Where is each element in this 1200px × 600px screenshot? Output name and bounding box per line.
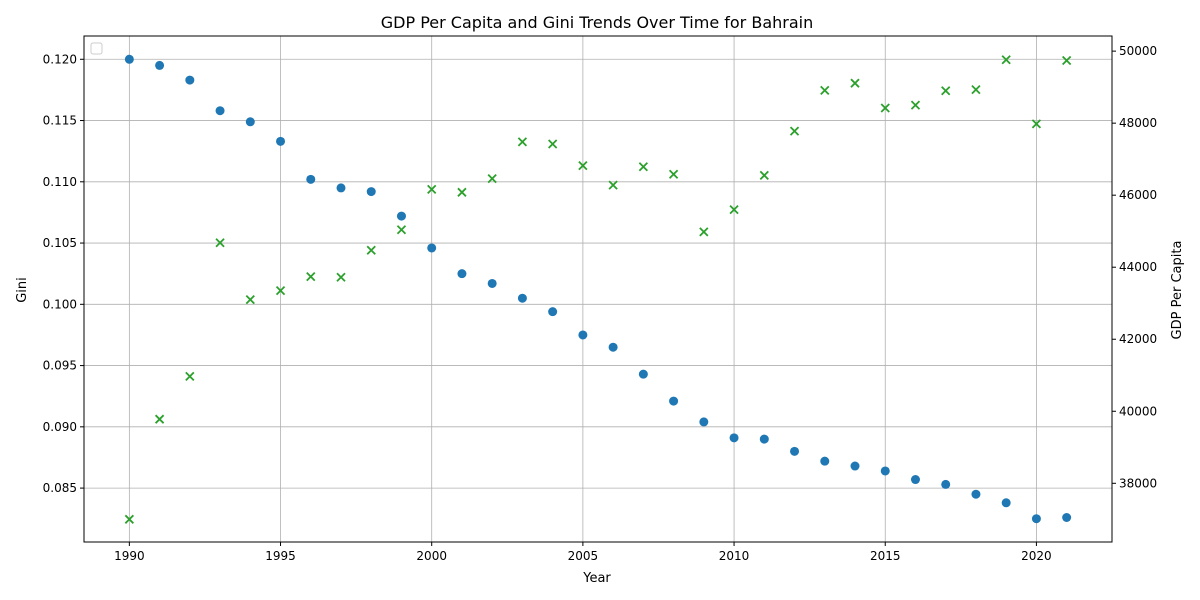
gdp-point [729, 204, 739, 215]
x-tick-label: 2005 [568, 549, 599, 563]
right-tick-label: 38000 [1119, 476, 1157, 490]
gridlines [84, 36, 1112, 542]
legend-box [90, 42, 103, 55]
right-tick-label: 46000 [1119, 188, 1157, 202]
gini-point [336, 183, 346, 193]
x-axis-ticks: 1990 1995 2000 2005 2010 2015 2020 [114, 542, 1052, 563]
x-axis-label: Year [582, 571, 611, 586]
gini-point [1001, 498, 1011, 508]
gini-point [245, 117, 255, 127]
gdp-point [124, 514, 134, 524]
gdp-point [941, 86, 951, 96]
left-tick-label: 0.105 [43, 236, 77, 250]
gini-point [487, 278, 497, 288]
gdp-point [306, 271, 316, 282]
right-tick-label: 50000 [1119, 44, 1157, 58]
series-gdp [124, 55, 1072, 524]
gdp-point [699, 227, 709, 237]
gini-point [790, 446, 800, 456]
left-tick-label: 0.110 [43, 175, 77, 189]
x-tick-label: 1990 [114, 549, 145, 563]
right-tick-label: 40000 [1119, 404, 1157, 418]
gdp-point [850, 78, 860, 88]
chart-title: GDP Per Capita and Gini Trends Over Time… [381, 13, 813, 32]
left-tick-label: 0.085 [43, 481, 77, 495]
right-tick-label: 42000 [1119, 332, 1157, 346]
gdp-point [366, 245, 376, 255]
gdp-point [820, 85, 830, 96]
gdp-point [1001, 55, 1011, 65]
right-axis-ticks: 38000 40000 42000 44000 46000 48000 50000 [1112, 44, 1157, 490]
gdp-point [548, 139, 558, 149]
gdp-point [638, 162, 648, 172]
gini-point [820, 456, 830, 466]
left-tick-label: 0.120 [43, 52, 77, 66]
gini-point [124, 54, 134, 64]
gini-point [910, 475, 920, 485]
gdp-point [154, 414, 165, 424]
gini-point [517, 293, 527, 303]
x-tick-label: 2000 [416, 549, 447, 563]
gini-point [306, 174, 316, 184]
gdp-point [215, 238, 225, 248]
gini-point [185, 75, 195, 85]
plot-frame [83, 35, 1113, 543]
gini-point [759, 434, 769, 444]
gini-point [850, 461, 860, 471]
gini-point [1062, 512, 1072, 522]
gini-point [276, 136, 286, 146]
gdp-point [789, 126, 800, 136]
gini-point [427, 243, 437, 253]
left-tick-label: 0.115 [43, 114, 77, 128]
gdp-point [185, 371, 195, 381]
x-tick-label: 2010 [719, 549, 750, 563]
gini-point [699, 417, 709, 427]
gdp-point [245, 294, 255, 305]
gini-point [155, 60, 165, 70]
gini-point [578, 330, 588, 340]
gini-point [669, 396, 679, 406]
gdp-point [336, 272, 346, 282]
series-gini [124, 54, 1072, 524]
left-axis-label: Gini [15, 277, 30, 303]
gini-point [880, 466, 890, 476]
left-tick-label: 0.095 [43, 359, 77, 373]
gdp-point [1031, 119, 1042, 129]
gini-point [396, 211, 406, 221]
gdp-point [880, 103, 890, 113]
gdp-point [759, 170, 769, 181]
gini-point [1031, 514, 1041, 524]
gdp-point [487, 173, 497, 184]
right-tick-label: 48000 [1119, 116, 1157, 130]
right-axis-label: GDP Per Capita [1170, 241, 1185, 340]
x-tick-label: 1995 [265, 549, 296, 563]
gini-point [457, 269, 467, 279]
gini-point [729, 433, 739, 443]
gdp-point [668, 169, 679, 179]
gdp-point [275, 285, 286, 296]
x-tick-label: 2020 [1021, 549, 1052, 563]
gini-point [548, 307, 558, 317]
x-tick-label: 2015 [870, 549, 901, 563]
gdp-point [457, 187, 467, 197]
left-tick-label: 0.100 [43, 297, 77, 311]
right-tick-label: 44000 [1119, 260, 1157, 274]
gini-point [941, 479, 951, 489]
gini-point [215, 106, 225, 116]
gdp-point [910, 100, 921, 110]
gdp-point [427, 184, 437, 195]
gini-point [608, 342, 618, 352]
gini-point [366, 187, 376, 197]
gini-point [638, 369, 648, 379]
gdp-point [971, 85, 981, 95]
gdp-point [1062, 55, 1072, 66]
gdp-point [578, 161, 588, 171]
gdp-point [608, 180, 618, 190]
gini-point [971, 489, 981, 499]
gdp-point [517, 137, 528, 147]
left-axis-ticks: 0.085 0.090 0.095 0.100 0.105 0.110 0.115 0.120 [43, 52, 84, 495]
gdp-point [396, 225, 407, 235]
left-tick-label: 0.090 [43, 420, 77, 434]
